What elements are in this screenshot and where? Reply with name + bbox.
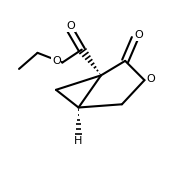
Text: O: O: [134, 30, 143, 40]
Text: O: O: [66, 21, 75, 31]
Text: O: O: [52, 56, 61, 66]
Text: O: O: [146, 74, 155, 84]
Text: H: H: [74, 136, 83, 146]
